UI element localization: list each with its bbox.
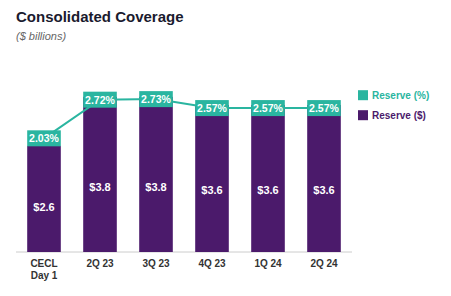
line-label: 2.73% (141, 93, 171, 105)
data-labels: $2.6 $3.8 $3.8 $3.6 $3.6 $3.6 2.03% 2.72% 2.73% 2… (29, 93, 339, 213)
bar (139, 97, 173, 252)
subtitle: ($ billions) (16, 30, 66, 42)
bar (195, 105, 229, 252)
bar-label: $3.6 (313, 184, 334, 196)
legend-swatch (358, 110, 368, 120)
chart-svg: Consolidated Coverage ($ billions) $2.6 $3.… (0, 0, 451, 296)
baseline (16, 252, 352, 253)
bar (83, 97, 117, 252)
x-tick-label-line: 1Q 24 (254, 258, 282, 269)
bar (27, 146, 61, 252)
x-tick-label: CECLDay 1 (30, 258, 57, 281)
x-tick-label-line: 4Q 23 (198, 258, 226, 269)
line-label: 2.57% (197, 102, 227, 114)
bar-label: $3.8 (89, 181, 110, 193)
line-point-box (27, 130, 61, 146)
x-tick-label-line: 3Q 23 (142, 258, 170, 269)
line-point-box (83, 92, 117, 108)
background (0, 0, 451, 296)
x-tick-label: 3Q 23 (142, 258, 170, 269)
legend-label: Reserve (%) (372, 90, 429, 101)
line-label: 2.72% (85, 94, 115, 106)
line-point-box (307, 100, 341, 116)
legend-swatch (358, 90, 368, 100)
line-label: 2.57% (253, 102, 283, 114)
marks (27, 91, 341, 252)
line-point-box (139, 91, 173, 107)
bar (307, 105, 341, 252)
x-tick-label: 2Q 24 (310, 258, 338, 269)
bar-label: $3.6 (257, 184, 278, 196)
legend-label: Reserve ($) (372, 110, 426, 121)
title: Consolidated Coverage (16, 8, 184, 25)
line-point-box (251, 100, 285, 116)
line-point-box (195, 100, 229, 116)
x-tick-label: 4Q 23 (198, 258, 226, 269)
x-tick-label: 2Q 23 (86, 258, 114, 269)
line-label: 2.03% (29, 132, 59, 144)
x-tick-label-line: Day 1 (31, 270, 58, 281)
x-tick-label-line: 2Q 24 (310, 258, 338, 269)
bar-label: $3.8 (145, 181, 166, 193)
x-tick-label: 1Q 24 (254, 258, 282, 269)
legend: Reserve (%) Reserve ($) (358, 90, 429, 121)
x-tick-label-line: CECL (30, 258, 57, 269)
chart-container: Consolidated Coverage ($ billions) $2.6 $3.… (0, 0, 451, 296)
bar-label: $2.6 (33, 201, 54, 213)
line-label: 2.57% (309, 102, 339, 114)
bar-label: $3.6 (201, 184, 222, 196)
x-tick-label-line: 2Q 23 (86, 258, 114, 269)
bar (251, 105, 285, 252)
